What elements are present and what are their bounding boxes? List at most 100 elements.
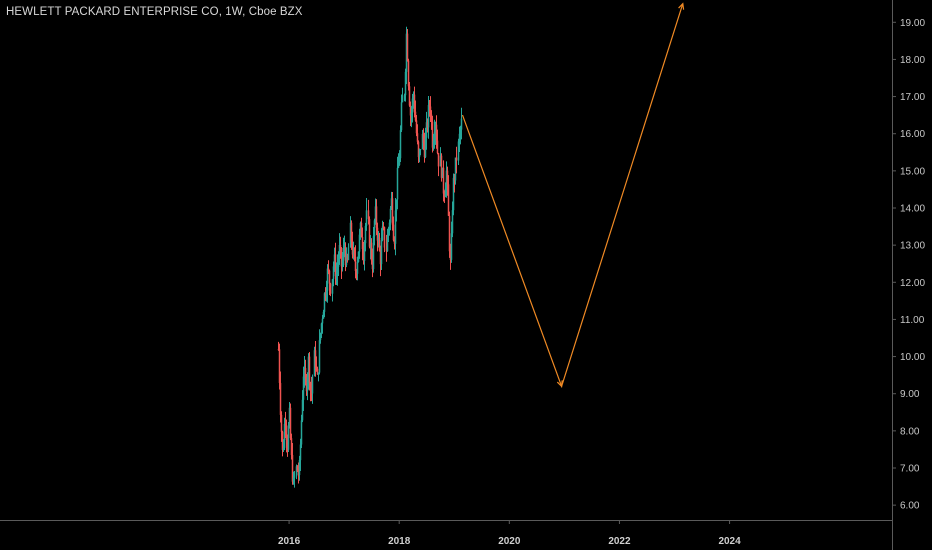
candle (300, 414, 303, 448)
candle-body (391, 198, 394, 225)
candle-body (457, 141, 460, 161)
price-axis[interactable]: 6.00 7.00 8.00 9.00 10.00 11.00 12.00 13.00 14.0… (892, 0, 925, 550)
candle-body (283, 424, 286, 448)
candle (321, 314, 324, 334)
candle (278, 343, 281, 390)
candle-body (311, 376, 314, 394)
candle-body (351, 241, 354, 255)
candle-body (342, 247, 345, 261)
candle-body (382, 226, 385, 228)
candle (370, 238, 373, 265)
candle (336, 254, 339, 286)
candle (353, 247, 356, 262)
price-tick-label: 15.00 (900, 166, 925, 177)
candle-body (345, 255, 348, 266)
candle (357, 251, 360, 263)
candle-body (445, 170, 448, 189)
candle-body (317, 372, 320, 375)
candle-body (407, 60, 410, 87)
candle (350, 220, 353, 250)
candle (437, 152, 440, 177)
candle-body (329, 283, 332, 294)
candle-body (314, 350, 317, 368)
candle-body (277, 349, 280, 351)
candle-body (331, 279, 334, 294)
candle-body (414, 111, 417, 121)
candle-body (424, 137, 427, 158)
candle (344, 242, 347, 272)
candle-body (389, 208, 392, 223)
time-axis[interactable]: 2016 2018 2020 2022 2024 (0, 520, 892, 547)
candle-body (361, 237, 364, 249)
candle-body (395, 199, 398, 211)
candle (328, 269, 331, 296)
candle-body (326, 268, 329, 291)
candle (331, 278, 334, 302)
candle (279, 371, 282, 423)
candle (375, 199, 378, 236)
candle-body (363, 243, 366, 261)
candle (314, 341, 317, 377)
candle (290, 433, 293, 460)
candle-body (303, 368, 306, 377)
price-tick-label: 13.00 (900, 241, 925, 252)
candle (381, 220, 384, 242)
candle-body (416, 133, 419, 142)
candle (380, 228, 383, 270)
price-tick-label: 16.00 (900, 129, 925, 140)
candle (389, 205, 392, 231)
candle-body (302, 376, 305, 400)
candle (347, 243, 350, 261)
candle-body (288, 407, 291, 426)
candle (309, 381, 312, 402)
candle (428, 100, 431, 117)
candle-body (452, 177, 455, 211)
candle-body (316, 368, 319, 375)
candle (398, 150, 401, 166)
candle-body (436, 140, 439, 154)
candle (301, 390, 304, 423)
candle-body (381, 226, 384, 241)
candle-body (421, 134, 424, 150)
candle (284, 411, 287, 438)
candle-body (332, 266, 335, 280)
candle (392, 216, 395, 242)
candle-body (390, 198, 393, 209)
candle (434, 121, 437, 145)
candle-body (369, 242, 372, 247)
candle (374, 198, 377, 225)
candle-body (279, 382, 282, 415)
candle-body (292, 477, 295, 482)
candle-body (336, 266, 339, 275)
candle-body (454, 157, 457, 181)
candle-body (453, 177, 456, 181)
candle (443, 190, 446, 203)
candle-body (319, 333, 322, 341)
chart-title: HEWLETT PACKARD ENTERPRISE CO, 1W, Cboe … (6, 6, 303, 18)
candle-body (300, 420, 303, 445)
candle (305, 374, 308, 396)
candle-body (310, 388, 313, 394)
candle-body (458, 133, 461, 142)
candle (339, 236, 342, 259)
candle-body (377, 237, 380, 241)
candle-body (287, 425, 290, 450)
candle (422, 128, 425, 151)
candle-body (347, 247, 350, 260)
candle (395, 199, 398, 222)
candle (403, 93, 406, 102)
candle (415, 114, 418, 137)
candle (411, 93, 414, 123)
candle-body (296, 466, 299, 472)
candle (446, 166, 449, 196)
candle (430, 110, 433, 130)
candle-body (435, 124, 438, 141)
candle-body (422, 134, 425, 143)
candle-body (408, 86, 411, 106)
candle (324, 287, 327, 302)
price-tick-label: 18.00 (900, 55, 925, 66)
candle-body (439, 155, 442, 167)
candle-body (360, 222, 363, 238)
candle (394, 198, 397, 256)
